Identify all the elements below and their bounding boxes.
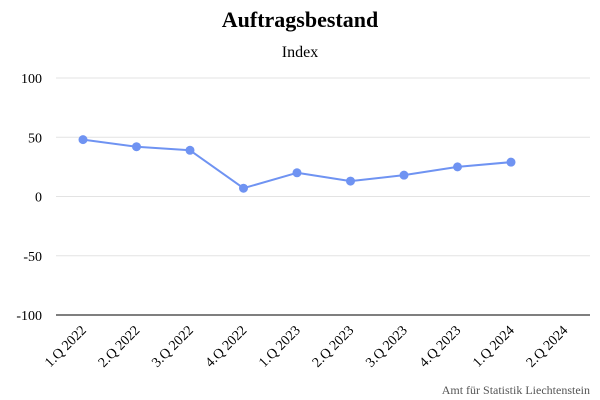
data-point — [453, 162, 462, 172]
data-point — [185, 145, 195, 155]
data-series — [78, 135, 516, 193]
y-tick-label: 50 — [28, 131, 42, 146]
x-tick-label: 1.Q 2022 — [42, 323, 89, 370]
data-point — [399, 170, 409, 180]
series-line — [82, 138, 512, 190]
y-tick-label: -100 — [16, 309, 42, 324]
x-axis-tick-labels: 1.Q 2022 2.Q 2022 3.Q 2022 4.Q 2022 1.Q 2023… — [42, 323, 571, 370]
x-tick-label: 1.Q 2023 — [256, 323, 303, 370]
x-tick-label: 3.Q 2023 — [363, 323, 410, 370]
x-tick-label: 2.Q 2023 — [310, 323, 357, 370]
x-tick-label: 4.Q 2023 — [417, 323, 464, 370]
data-point — [292, 168, 302, 178]
y-tick-label: 0 — [35, 191, 42, 206]
data-point — [346, 176, 355, 186]
source-credit: Amt für Statistik Liechtenstein — [442, 383, 590, 397]
data-point — [506, 157, 516, 167]
y-tick-label: -50 — [23, 250, 42, 265]
x-tick-label: 1.Q 2024 — [470, 323, 517, 370]
x-tick-label: 2.Q 2024 — [524, 323, 571, 370]
gridlines — [56, 77, 590, 316]
y-axis-tick-labels: 100 50 0 -50 -100 — [16, 72, 42, 324]
data-point — [132, 142, 141, 152]
data-point — [78, 135, 88, 145]
chart-subtitle: Index — [282, 44, 318, 61]
y-tick-label: 100 — [21, 72, 42, 87]
x-tick-label: 3.Q 2022 — [149, 323, 196, 370]
chart-title: Auftragsbestand — [222, 7, 378, 32]
x-tick-label: 4.Q 2022 — [203, 323, 250, 370]
x-tick-label: 2.Q 2022 — [96, 323, 143, 370]
data-point — [239, 183, 248, 193]
